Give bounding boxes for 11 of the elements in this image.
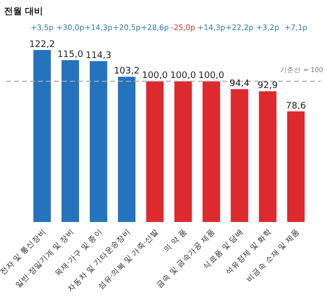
data-label: 94,4	[229, 79, 250, 90]
data-label: 122,2	[29, 40, 55, 50]
data-label: 78,6	[286, 101, 306, 112]
data-label: 92,9	[258, 81, 278, 92]
data-label: 100,0	[142, 71, 168, 82]
chart-title: 전월 대비	[4, 7, 44, 17]
data-label: 100,0	[170, 71, 196, 82]
data-label: 114,3	[86, 51, 112, 62]
data-label: 100,0	[198, 71, 224, 82]
data-label: 115,0	[57, 50, 84, 60]
data-label: 103,2	[114, 66, 140, 77]
